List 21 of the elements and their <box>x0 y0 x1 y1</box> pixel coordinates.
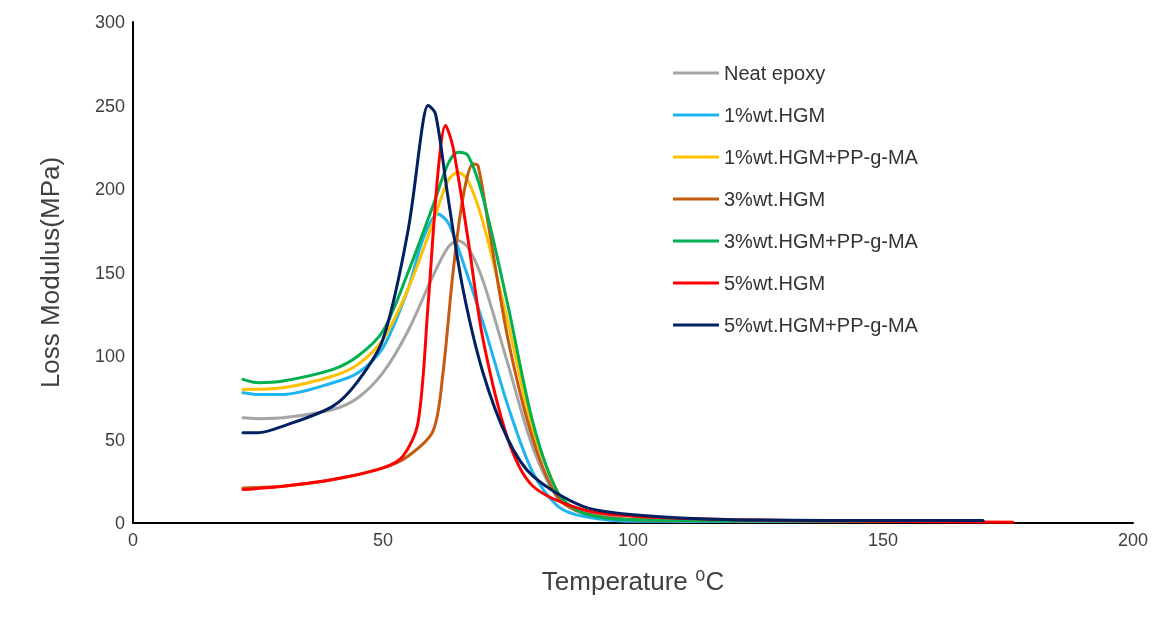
legend-label: Neat epoxy <box>724 62 826 84</box>
x-tick-label: 200 <box>1117 530 1149 550</box>
legend-label: 3%wt.HGM <box>724 188 826 210</box>
x-tick-label: 150 <box>867 530 899 550</box>
y-tick-label: 100 <box>94 346 125 366</box>
y-tick-label: 150 <box>94 262 125 283</box>
y-axis-title: Loss Modulus(MPa) <box>35 156 65 389</box>
y-tick-label: 200 <box>94 179 125 199</box>
x-tick-label: 0 <box>127 530 139 550</box>
y-tick-label: 250 <box>94 95 125 116</box>
y-tick-label: 300 <box>94 12 125 32</box>
legend-label: 5%wt.HGM+PP-g-MA <box>724 314 919 336</box>
x-axis-title: Temperature ⁰C <box>541 566 725 596</box>
legend-label: 5%wt.HGM <box>724 272 826 294</box>
legend-label: 3%wt.HGM+PP-g-MA <box>724 230 919 252</box>
y-tick-label: 0 <box>114 513 125 533</box>
y-tick-label: 50 <box>104 429 125 450</box>
x-tick-label: 50 <box>372 530 394 550</box>
legend-label: 1%wt.HGM <box>724 104 826 126</box>
legend-label: 1%wt.HGM+PP-g-MA <box>724 146 919 168</box>
x-tick-label: 100 <box>617 530 649 550</box>
